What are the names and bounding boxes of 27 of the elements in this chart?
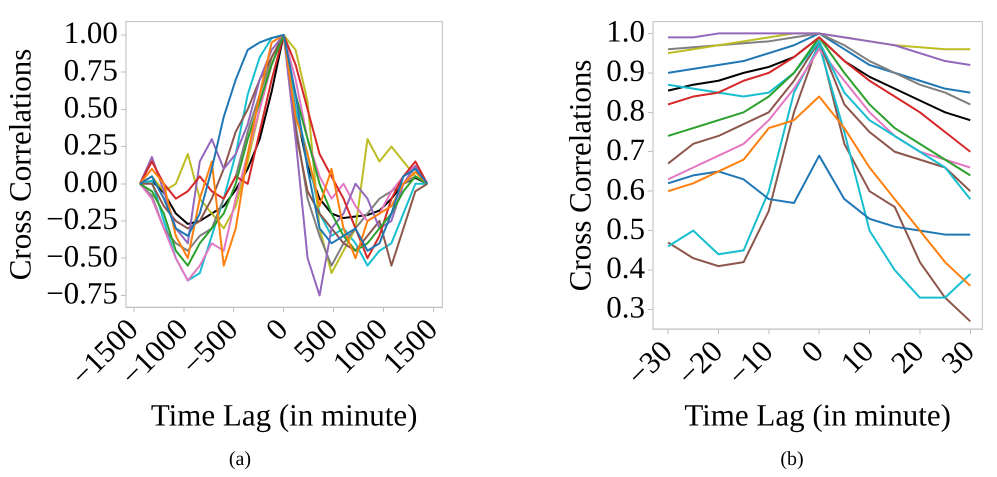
y-tick-label: 0.75 [64, 52, 118, 88]
y-tick-label: 0.25 [64, 126, 118, 162]
x-tick-label: 10 [834, 333, 880, 380]
y-tick-label: 0.5 [606, 210, 645, 246]
y-tick-label: 0.00 [64, 164, 118, 199]
y-axis-title: Cross Correlations [2, 48, 38, 280]
y-tick-label: −0.75 [46, 276, 118, 311]
y-tick-label: 1.0 [606, 14, 645, 49]
y-tick-label: 0.9 [606, 53, 645, 88]
x-axis-title: Time Lag (in minute) [684, 398, 951, 433]
y-axis-title: Cross Correlations [562, 60, 598, 292]
y-tick-label: 0.8 [606, 92, 645, 128]
y-tick-label: 0.3 [606, 290, 645, 325]
x-tick-label: 30 [934, 333, 981, 380]
x-tick-label: 0 [258, 311, 294, 348]
y-tick-label: 0.50 [64, 90, 118, 125]
text: (b) [779, 448, 805, 471]
text: (a) [228, 448, 252, 471]
y-tick-label: −0.50 [46, 238, 118, 274]
x-tick-label: 0 [794, 333, 830, 370]
y-tick-label: −0.25 [46, 201, 118, 236]
y-tick-label: 0.4 [606, 250, 646, 286]
y-tick-label: 0.6 [606, 171, 645, 206]
y-tick-label: 1.00 [64, 15, 118, 50]
x-tick-label: 20 [884, 333, 931, 380]
x-axis-title: Time Lag (in minute) [150, 398, 418, 433]
y-tick-label: 0.7 [606, 132, 645, 167]
